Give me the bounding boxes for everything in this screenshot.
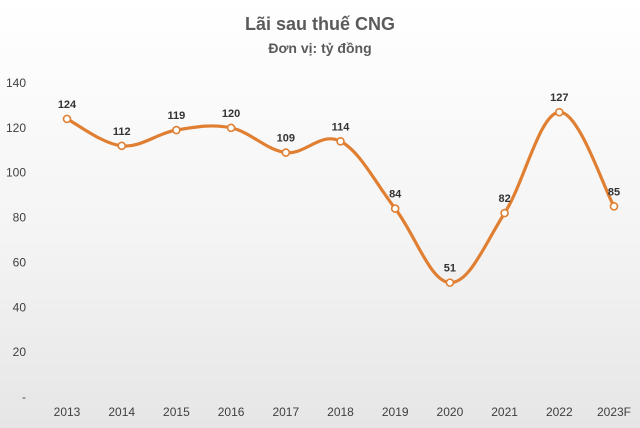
- y-tick-label: 120: [6, 121, 26, 135]
- x-tick-label: 2018: [327, 405, 354, 419]
- data-point: [172, 125, 181, 135]
- data-point: [554, 107, 564, 117]
- y-tick-label: 20: [13, 345, 27, 359]
- x-tick-label: 2021: [491, 405, 518, 419]
- x-tick-label: 2015: [163, 405, 190, 419]
- data-point: [117, 141, 126, 151]
- x-tick-label: 2013: [54, 405, 81, 419]
- x-tick-label: 2019: [382, 405, 409, 419]
- chart-subtitle: Đơn vị: tỷ đồng: [268, 40, 372, 56]
- data-point: [445, 278, 455, 287]
- marker-group: [62, 107, 619, 287]
- y-axis: - 20 40 60 80 100 120 140: [6, 76, 26, 404]
- y-tick-label: 140: [6, 76, 26, 90]
- y-tick-label: 80: [13, 211, 27, 225]
- data-label-group: 124 112 119 120 109 114 84 51 82 127 85: [58, 92, 620, 274]
- data-point: [281, 148, 291, 157]
- data-point: [500, 208, 509, 218]
- data-point: [609, 202, 619, 211]
- data-label: 127: [550, 92, 568, 104]
- chart-title: Lãi sau thuế CNG: [244, 14, 396, 34]
- data-label: 84: [389, 189, 402, 201]
- data-label: 120: [222, 108, 240, 120]
- data-label: 114: [332, 121, 351, 133]
- data-label: 51: [444, 263, 456, 275]
- y-tick-label: 40: [13, 300, 27, 314]
- data-label: 82: [498, 193, 510, 205]
- x-tick-label: 2014: [108, 405, 135, 419]
- data-point: [336, 137, 345, 146]
- data-label: 124: [58, 99, 77, 111]
- data-point: [62, 114, 72, 124]
- data-label: 112: [113, 126, 131, 138]
- y-tick-label: -: [22, 390, 26, 404]
- data-point: [390, 204, 400, 213]
- data-label: 119: [168, 110, 186, 122]
- x-tick-label: 2023F: [597, 405, 631, 419]
- x-axis: 2013 2014 2015 2016 2017 2018 2019 2020 2021 2022…: [54, 405, 631, 419]
- data-label: 109: [277, 133, 295, 145]
- data-label: 85: [608, 186, 620, 198]
- x-tick-label: 2020: [437, 405, 464, 419]
- y-tick-label: 100: [6, 166, 26, 180]
- y-tick-label: 60: [13, 255, 27, 269]
- x-tick-label: 2016: [218, 405, 245, 419]
- data-point: [226, 123, 236, 133]
- x-tick-label: 2017: [272, 405, 299, 419]
- x-tick-label: 2022: [546, 405, 573, 419]
